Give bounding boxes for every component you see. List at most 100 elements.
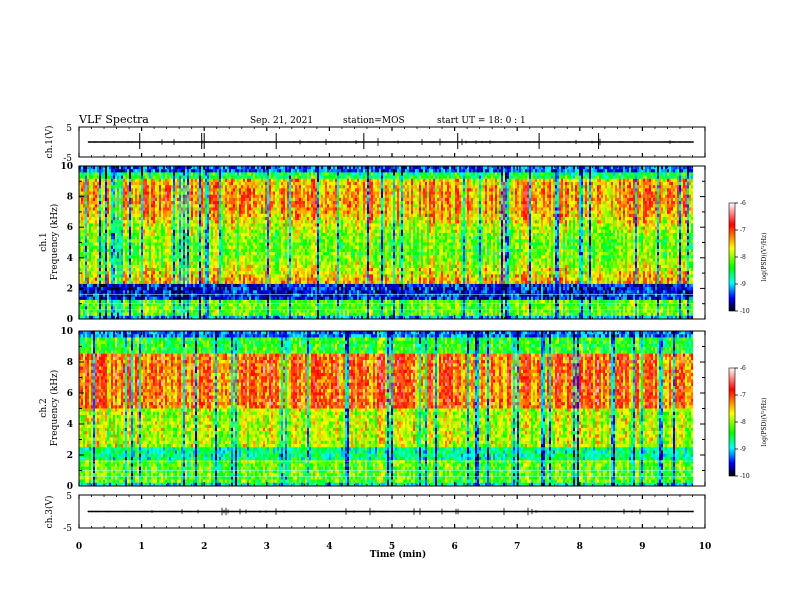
spectrogram-cell — [121, 268, 124, 272]
spectrogram-cell — [149, 277, 152, 281]
spectrogram-cell — [197, 274, 200, 278]
spectrogram-cell — [213, 306, 216, 310]
spectrogram-cell — [183, 213, 186, 218]
spectrogram-cell — [203, 290, 206, 294]
spectrogram-cell — [233, 268, 236, 272]
spectrogram-cell — [263, 181, 266, 186]
spectrogram-cell — [117, 185, 120, 189]
spectrogram-cell — [199, 185, 202, 189]
spectrogram-cell — [93, 220, 96, 224]
spectrogram-cell — [271, 236, 274, 240]
spectrogram-cell — [225, 287, 228, 291]
spectrogram-cell — [95, 303, 98, 307]
spectrogram-cell — [85, 261, 88, 266]
spectrogram-cell — [109, 283, 112, 288]
spectrogram-cell — [261, 255, 264, 259]
spectrogram-cell — [211, 255, 214, 259]
spectrogram-cell — [251, 258, 254, 262]
spectrogram-cell — [123, 172, 126, 176]
spectrogram-cell — [195, 248, 198, 253]
spectrogram-cell — [235, 232, 238, 237]
spectrogram-cell — [157, 242, 160, 246]
spectrogram-cell — [271, 207, 274, 211]
spectrogram-cell — [277, 207, 280, 211]
spectrogram-cell — [253, 239, 256, 243]
spectrogram-cell — [261, 312, 264, 317]
spectrogram-cell — [163, 296, 166, 301]
spectrogram-cell — [117, 258, 120, 262]
spectrogram-cell — [151, 245, 154, 250]
spectrogram-cell — [203, 226, 206, 230]
spectrogram-cell — [179, 181, 182, 186]
spectrogram-cell — [101, 178, 104, 183]
spectrogram-cell — [239, 277, 242, 281]
spectrogram-cell — [233, 280, 236, 285]
spectrogram-cell — [109, 217, 112, 221]
spectrogram-cell — [207, 283, 210, 288]
spectrogram-cell — [147, 293, 150, 297]
spectrogram-cell — [213, 264, 216, 269]
spectrogram-cell — [245, 248, 248, 253]
spectrogram-cell — [217, 309, 220, 313]
spectrogram-cell — [207, 299, 210, 304]
spectrogram-cell — [117, 229, 120, 234]
spectrogram-cell — [197, 242, 200, 246]
spectrogram-cell — [199, 248, 202, 253]
spectrogram-cell — [159, 248, 162, 253]
spectrogram-cell — [85, 283, 88, 288]
spectrogram-cell — [215, 201, 218, 205]
spectrogram-cell — [215, 197, 218, 202]
spectrogram-cell — [139, 252, 142, 256]
spectrogram-cell — [163, 309, 166, 313]
spectrogram-cell — [155, 185, 158, 189]
spectrogram-cell — [213, 245, 216, 250]
spectrogram-cell — [113, 252, 116, 256]
spectrogram-cell — [81, 242, 84, 246]
spectrogram-cell — [211, 283, 214, 288]
spectrogram-cell — [215, 217, 218, 221]
spectrogram-cell — [197, 271, 200, 275]
spectrogram-cell — [273, 283, 276, 288]
spectrogram-cell — [115, 252, 118, 256]
spectrogram-cell — [107, 252, 110, 256]
spectrogram-cell — [255, 299, 258, 304]
spectrogram-cell — [129, 207, 132, 211]
spectrogram-cell — [117, 169, 120, 173]
spectrogram-cell — [171, 306, 174, 310]
spectrogram-cell — [129, 220, 132, 224]
spectrogram-cell — [93, 283, 96, 288]
spectrogram-cell — [265, 258, 268, 262]
spectrogram-cell — [101, 255, 104, 259]
spectrogram-cell — [161, 191, 164, 195]
spectrogram-cell — [87, 312, 90, 317]
spectrogram-cell — [227, 194, 230, 199]
spectrogram-cell — [113, 169, 116, 173]
spectrogram-cell — [103, 213, 106, 218]
spectrogram-cell — [125, 185, 128, 189]
spectrogram-cell — [189, 210, 192, 215]
spectrogram-cell — [141, 217, 144, 221]
spectrogram-cell — [205, 178, 208, 183]
spectrogram-cell — [275, 255, 278, 259]
spectrogram-cell — [157, 258, 160, 262]
spectrogram-cell — [107, 248, 110, 253]
spectrogram-cell — [237, 239, 240, 243]
spectrogram-cell — [217, 255, 220, 259]
spectrogram-cell — [93, 175, 96, 179]
spectrogram-cell — [279, 245, 282, 250]
spectrogram-cell — [183, 277, 186, 281]
spectrogram-cell — [97, 248, 100, 253]
spectrogram-cell — [193, 197, 196, 202]
spectrogram-cell — [115, 236, 118, 240]
spectrogram-cell — [91, 255, 94, 259]
spectrogram-cell — [103, 181, 106, 186]
spectrogram-cell — [149, 248, 152, 253]
spectrogram-cell — [115, 306, 118, 310]
spectrogram-cell — [257, 315, 260, 320]
spectrogram-cell — [103, 271, 106, 275]
spectrogram-cell — [167, 236, 170, 240]
spectrogram-cell — [207, 210, 210, 215]
spectrogram-cell — [111, 220, 114, 224]
spectrogram-cell — [263, 194, 266, 199]
spectrogram-cell — [241, 236, 244, 240]
